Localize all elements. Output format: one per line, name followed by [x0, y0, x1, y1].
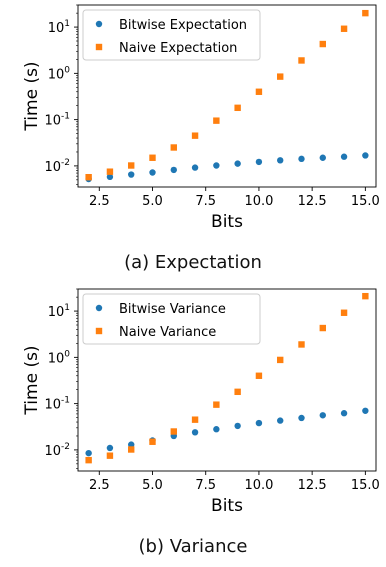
x-tick-label: 12.5 — [298, 194, 327, 209]
data-point-naive — [191, 416, 199, 423]
data-point-naive — [255, 88, 263, 95]
x-tick-label: 12.5 — [298, 478, 327, 493]
data-point-naive — [255, 372, 263, 379]
data-point-naive — [234, 388, 241, 396]
y-tick-label: 100 — [48, 65, 71, 82]
data-point-bitwise — [362, 152, 369, 159]
y-tick-label: 10-2 — [44, 158, 70, 175]
data-point-naive — [170, 428, 177, 435]
variance-caption: (b) Variance — [138, 536, 248, 557]
data-point-naive — [319, 40, 326, 48]
legend-label: Bitwise Expectation — [119, 18, 247, 33]
legend-label: Bitwise Variance — [119, 302, 226, 317]
legend-box — [82, 9, 261, 61]
y-tick-label: 101 — [48, 303, 70, 320]
data-point-naive — [298, 341, 305, 348]
data-point-naive — [362, 292, 369, 300]
x-tick-label: 2.5 — [89, 478, 110, 493]
expectation-chart-panel: 2.5 5.0 7.5 10.0 12.5 15.0 10-2 10-1 100 101 Bits T… — [0, 0, 386, 283]
variance-chart-panel: 2.5 5.0 7.5 10.0 12.5 15.0 10-2 10-1 100 101 Bits T… — [0, 284, 386, 567]
legend-label: Naive Variance — [119, 325, 216, 340]
data-point-naive — [340, 309, 348, 316]
data-point-bitwise — [362, 407, 369, 414]
y-tick-label: 100 — [48, 349, 71, 366]
data-point-bitwise — [298, 414, 305, 422]
data-point-bitwise — [128, 441, 135, 448]
data-point-naive — [170, 144, 177, 151]
data-point-bitwise — [319, 154, 326, 161]
data-point-bitwise — [170, 166, 177, 174]
data-point-naive — [319, 324, 326, 332]
legend-label: Naive Expectation — [119, 41, 237, 56]
x-tick-label: 15.0 — [351, 194, 380, 209]
data-point-bitwise — [277, 417, 284, 424]
x-axis-label: Bits — [211, 212, 243, 232]
y-tick-label: 10-1 — [44, 396, 70, 413]
data-point-naive — [85, 173, 92, 181]
x-tick-label: 2.5 — [89, 194, 110, 209]
expectation-chart: 2.5 5.0 7.5 10.0 12.5 15.0 10-2 10-1 100 101 Bits T… — [22, 4, 380, 232]
data-point-bitwise — [85, 449, 92, 457]
data-point-bitwise — [191, 164, 199, 171]
data-point-naive — [128, 446, 135, 453]
data-point-naive — [191, 132, 199, 139]
x-axis-label: Bits — [211, 496, 243, 516]
x-tick-label: 7.5 — [195, 478, 216, 493]
x-tick-label: 5.0 — [142, 478, 163, 493]
data-point-bitwise — [128, 171, 135, 178]
data-point-bitwise — [255, 158, 263, 166]
x-tick-label: 7.5 — [195, 194, 216, 209]
data-point-bitwise — [298, 155, 305, 163]
data-point-bitwise — [106, 173, 114, 181]
x-tick-label: 15.0 — [351, 478, 380, 493]
data-point-naive — [213, 401, 220, 408]
data-point-bitwise — [340, 153, 348, 160]
data-point-bitwise — [234, 160, 241, 167]
data-point-bitwise — [340, 410, 348, 417]
data-point-naive — [362, 9, 369, 17]
legend-box — [82, 293, 261, 345]
data-point-naive — [128, 162, 135, 169]
x-tick-label: 5.0 — [142, 194, 163, 209]
data-point-naive — [149, 154, 156, 161]
expectation-caption: (a) Expectation — [124, 252, 262, 273]
legend-marker-naive — [95, 43, 103, 51]
y-axis-label: Time (s) — [22, 61, 42, 131]
data-point-naive — [149, 438, 156, 445]
legend-marker-bitwise — [95, 20, 103, 28]
data-point-naive — [106, 168, 114, 175]
x-tick-label: 10.0 — [244, 478, 273, 493]
data-point-bitwise — [213, 426, 220, 433]
data-point-naive — [106, 452, 114, 459]
data-point-bitwise — [149, 169, 156, 176]
y-tick-label: 10-2 — [44, 442, 70, 459]
plot-frame — [77, 288, 377, 472]
y-tick-label: 101 — [48, 19, 70, 36]
variance-chart: 2.5 5.0 7.5 10.0 12.5 15.0 10-2 10-1 100 101 Bits T… — [22, 288, 380, 516]
data-point-bitwise — [106, 444, 114, 452]
x-tick-label: 10.0 — [244, 194, 273, 209]
data-point-naive — [213, 117, 220, 124]
data-point-bitwise — [213, 162, 220, 169]
data-point-naive — [85, 456, 92, 464]
y-axis-label: Time (s) — [22, 345, 42, 415]
plot-frame — [77, 4, 377, 188]
data-point-bitwise — [255, 419, 263, 427]
data-point-naive — [234, 104, 241, 112]
data-point-bitwise — [234, 422, 241, 430]
data-point-naive — [340, 25, 348, 32]
data-point-bitwise — [319, 412, 326, 419]
legend-marker-naive — [95, 327, 103, 335]
data-point-bitwise — [191, 429, 199, 436]
data-point-bitwise — [277, 157, 284, 164]
y-tick-label: 10-1 — [44, 112, 70, 129]
data-point-naive — [277, 73, 284, 80]
data-point-naive — [277, 356, 284, 364]
legend-marker-bitwise — [95, 304, 103, 312]
data-point-naive — [298, 57, 305, 64]
